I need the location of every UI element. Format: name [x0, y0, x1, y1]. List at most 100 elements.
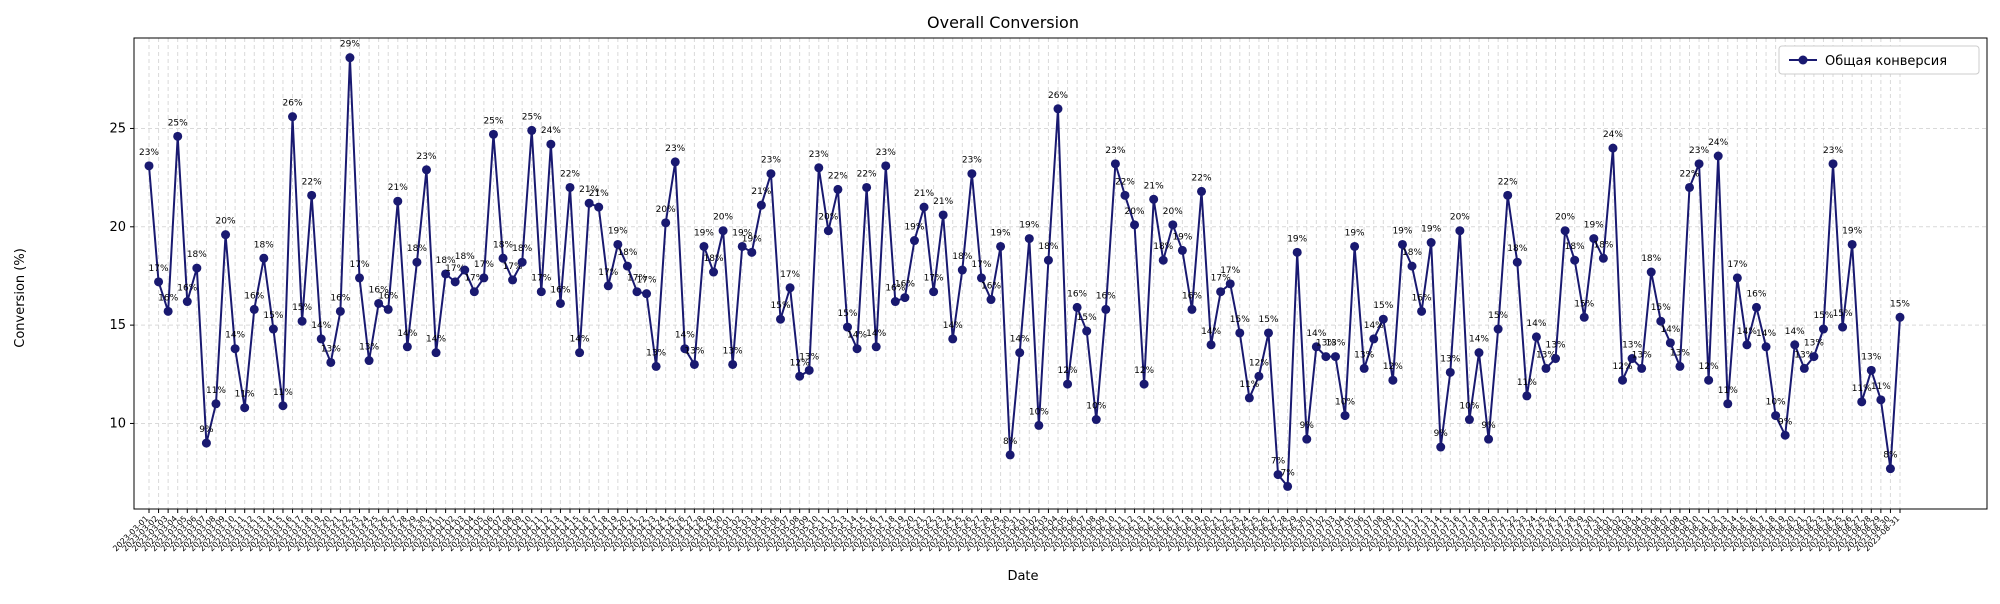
marker	[1340, 411, 1350, 421]
marker	[575, 348, 585, 358]
data-label: 15%	[1488, 311, 1508, 321]
data-label: 14%	[675, 331, 695, 341]
marker	[881, 161, 891, 171]
plot-area: 23%17%16%25%16%18%9%11%20%14%11%16%18%15…	[139, 40, 1910, 491]
data-label: 18%	[254, 240, 274, 250]
data-label: 16%	[369, 285, 389, 295]
data-label: 18%	[187, 250, 207, 260]
data-label: 20%	[1125, 207, 1145, 217]
marker	[1627, 354, 1637, 364]
data-label: 21%	[1144, 181, 1164, 191]
marker	[584, 198, 594, 208]
data-label: 14%	[866, 329, 886, 339]
marker	[1187, 304, 1197, 314]
data-label: 19%	[991, 228, 1011, 238]
marker	[967, 169, 977, 179]
data-label: 16%	[1182, 291, 1202, 301]
marker	[479, 273, 489, 283]
marker	[546, 139, 556, 149]
data-label: 22%	[1115, 177, 1135, 187]
data-label: 14%	[570, 335, 590, 345]
data-label: 23%	[761, 156, 781, 166]
data-label: 10%	[1766, 398, 1786, 408]
marker	[1407, 261, 1417, 271]
data-label: 20%	[1163, 207, 1183, 217]
data-label: 9%	[1434, 429, 1449, 439]
marker	[1771, 411, 1781, 421]
data-label: 19%	[1584, 221, 1604, 231]
marker	[1560, 226, 1570, 236]
marker	[1828, 159, 1838, 169]
data-label: 19%	[1842, 226, 1862, 236]
data-label: 15%	[1890, 299, 1910, 309]
data-label: 24%	[1603, 130, 1623, 140]
data-label: 24%	[541, 126, 561, 136]
marker	[1608, 143, 1618, 153]
marker	[1043, 255, 1053, 265]
data-label: 17%	[474, 260, 494, 270]
data-label: 19%	[1392, 226, 1412, 236]
marker	[814, 163, 824, 173]
data-label: 15%	[1373, 301, 1393, 311]
data-label: 18%	[704, 254, 724, 264]
axes-frame	[133, 37, 1988, 510]
data-label: 18%	[1038, 242, 1058, 252]
marker	[766, 169, 776, 179]
data-label: 19%	[694, 228, 714, 238]
legend-box	[1778, 45, 1980, 75]
marker	[1302, 434, 1312, 444]
marker	[737, 241, 747, 251]
marker	[795, 371, 805, 381]
marker	[1847, 239, 1857, 249]
data-label: 17%	[1220, 266, 1240, 276]
y-axis-label: Conversion (%)	[13, 248, 28, 348]
data-label: 16%	[1096, 291, 1116, 301]
marker	[1369, 334, 1379, 344]
marker	[1149, 194, 1159, 204]
data-label: 16%	[158, 293, 178, 303]
marker	[976, 273, 986, 283]
marker	[1579, 312, 1589, 322]
data-label: 13%	[1316, 339, 1336, 349]
marker	[316, 334, 326, 344]
marker	[1445, 367, 1455, 377]
marker	[632, 287, 642, 297]
marker	[288, 112, 298, 122]
data-label: 15%	[837, 309, 857, 319]
marker	[1254, 371, 1264, 381]
marker	[709, 267, 719, 277]
data-label: 19%	[742, 234, 762, 244]
legend-label: Общая конверсия	[1825, 54, 1947, 69]
data-label: 13%	[1325, 339, 1345, 349]
marker	[1809, 352, 1819, 362]
marker	[661, 218, 671, 228]
marker	[201, 438, 211, 448]
data-label: 15%	[1574, 299, 1594, 309]
data-label: 17%	[1727, 260, 1747, 270]
data-label: 12%	[1249, 358, 1269, 368]
marker	[1130, 220, 1140, 230]
marker	[1646, 267, 1656, 277]
data-label: 14%	[1201, 327, 1221, 337]
data-label: 18%	[952, 252, 972, 262]
data-label: 12%	[790, 358, 810, 368]
marker	[240, 403, 250, 413]
marker	[1503, 190, 1513, 200]
data-label: 23%	[665, 144, 685, 154]
data-label: 16%	[378, 291, 398, 301]
marker	[1618, 375, 1628, 385]
data-label: 18%	[1565, 242, 1585, 252]
data-label: 11%	[1517, 378, 1537, 388]
data-label: 20%	[713, 213, 733, 223]
data-label: 15%	[1813, 311, 1833, 321]
marker	[460, 265, 470, 275]
data-label: 21%	[933, 197, 953, 207]
data-label: 14%	[1756, 329, 1776, 339]
marker	[383, 304, 393, 314]
marker	[938, 210, 948, 220]
data-label: 14%	[225, 331, 245, 341]
data-label: 23%	[139, 148, 159, 158]
data-label: 12%	[1699, 362, 1719, 372]
data-label: 25%	[168, 118, 188, 128]
